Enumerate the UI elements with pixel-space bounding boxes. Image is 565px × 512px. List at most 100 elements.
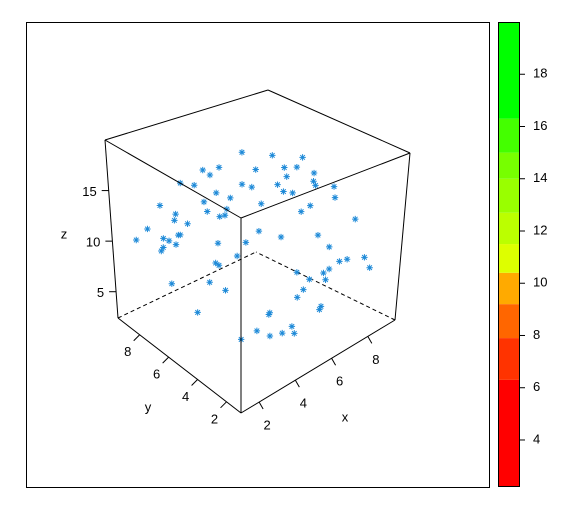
- point: [294, 294, 301, 301]
- x-tick: [294, 379, 300, 388]
- point: [316, 306, 323, 313]
- point: [317, 303, 325, 310]
- point: [172, 210, 179, 218]
- colorbar-tick-label: 4: [533, 431, 540, 446]
- point: [212, 259, 219, 267]
- box-edge: [240, 152, 411, 219]
- point: [277, 233, 285, 241]
- colorbar-tick-label: 6: [533, 379, 540, 394]
- colorbar-tick-label: 12: [533, 222, 547, 237]
- point: [252, 166, 259, 173]
- point: [293, 163, 301, 171]
- point: [279, 329, 286, 337]
- colorbar-band: [498, 178, 520, 213]
- point: [212, 189, 220, 197]
- point: [266, 332, 274, 340]
- point: [200, 198, 208, 206]
- z-tick-label: 15: [82, 184, 96, 199]
- point: [299, 154, 306, 161]
- box-edge: [394, 152, 411, 321]
- point: [168, 280, 175, 287]
- point: [293, 269, 301, 276]
- plot-frame: [26, 22, 490, 488]
- point: [326, 243, 333, 251]
- point: [165, 237, 173, 245]
- x-tick-label: 8: [372, 352, 379, 367]
- point: [190, 182, 198, 189]
- box-edge: [117, 317, 242, 414]
- point: [331, 194, 339, 201]
- y-tick-label: 4: [182, 389, 189, 404]
- colorbar-band: [498, 152, 520, 179]
- point: [199, 166, 206, 174]
- point: [206, 171, 214, 179]
- y-tick-label: 8: [124, 344, 131, 359]
- colorbar-band: [498, 118, 520, 153]
- point: [215, 164, 223, 171]
- point: [312, 182, 319, 189]
- colorbar-band: [498, 379, 520, 487]
- point: [221, 212, 229, 219]
- point: [172, 241, 180, 248]
- point: [280, 188, 287, 195]
- point: [269, 152, 276, 159]
- point: [289, 189, 296, 197]
- point: [306, 276, 313, 283]
- colorbar-tick-label: 14: [533, 170, 547, 185]
- point: [258, 200, 265, 207]
- point: [233, 252, 241, 260]
- point: [265, 311, 273, 318]
- point: [227, 194, 234, 202]
- point: [253, 327, 261, 335]
- point: [156, 202, 164, 209]
- point: [352, 215, 359, 223]
- x-tick-label: 4: [300, 396, 307, 411]
- point: [158, 247, 165, 255]
- point: [242, 239, 250, 246]
- colorbar-tick-label: 10: [533, 275, 547, 290]
- z-tick-label: 5: [97, 285, 104, 300]
- colorbar-band: [498, 22, 520, 119]
- box-edge: [104, 139, 242, 219]
- colorbar-tick-label: 18: [533, 66, 547, 81]
- box-edge: [104, 89, 269, 141]
- z-tick-label: 10: [86, 235, 100, 250]
- point: [144, 225, 151, 233]
- point: [238, 149, 246, 156]
- point: [238, 181, 246, 188]
- point: [283, 173, 290, 180]
- box-edge: [255, 251, 396, 321]
- point: [281, 164, 288, 171]
- x-axis-label: x: [342, 409, 349, 424]
- x-tick: [367, 336, 373, 344]
- colorbar-band: [498, 212, 520, 245]
- point: [320, 269, 327, 277]
- box-edge: [117, 251, 257, 319]
- colorbar-band: [498, 338, 520, 380]
- point: [291, 330, 298, 337]
- colorbar-tick-label: 16: [533, 118, 547, 133]
- point: [361, 254, 368, 261]
- x-tick-label: 6: [336, 374, 343, 389]
- point: [288, 323, 296, 330]
- z-axis-label: z: [61, 226, 68, 241]
- x-tick: [331, 358, 337, 366]
- point: [322, 276, 329, 283]
- point: [160, 235, 167, 242]
- point: [215, 262, 223, 269]
- point: [314, 231, 322, 239]
- point: [274, 181, 281, 188]
- point: [133, 236, 140, 244]
- y-tick: [220, 401, 227, 409]
- point: [223, 205, 231, 213]
- point: [310, 169, 318, 177]
- point: [366, 264, 373, 271]
- colorbar-frame: [498, 22, 520, 487]
- point: [297, 208, 305, 215]
- point: [222, 287, 229, 294]
- point: [330, 183, 338, 190]
- x-tick-label: 2: [264, 417, 271, 432]
- point: [343, 256, 351, 263]
- point: [300, 286, 307, 293]
